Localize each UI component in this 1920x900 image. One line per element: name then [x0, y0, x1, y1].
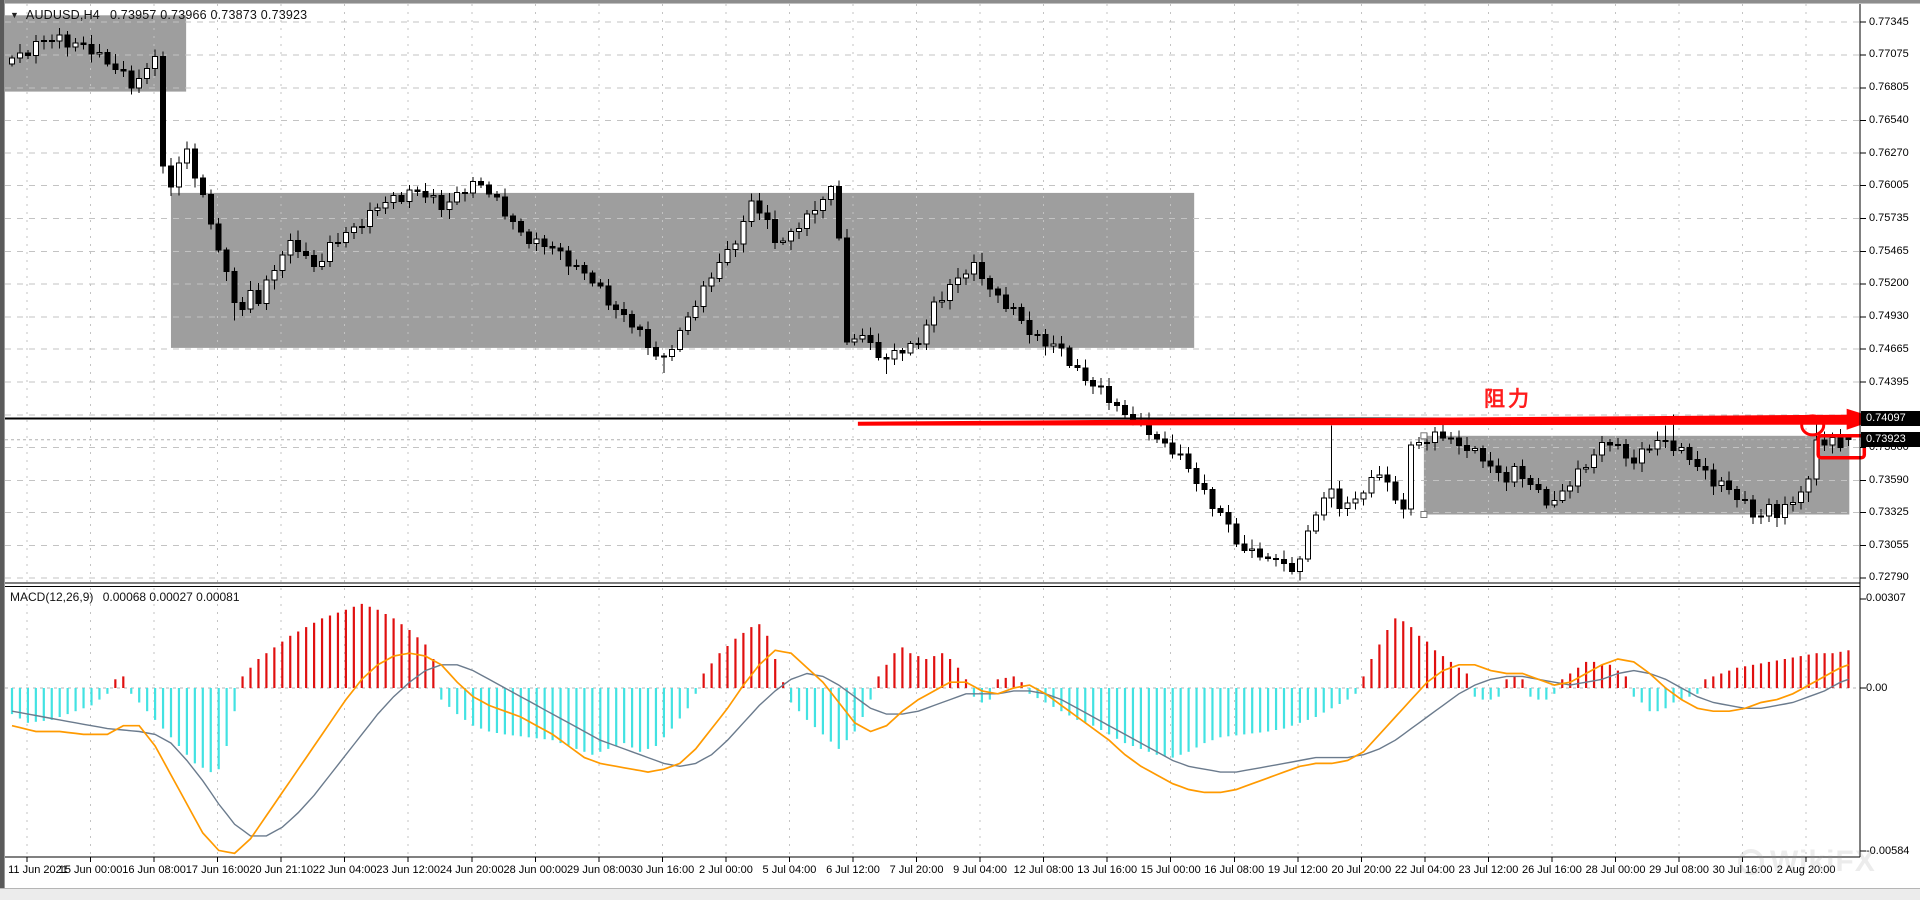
time-tick-label: 22 Jul 04:00 — [1394, 864, 1455, 876]
price-tick-label: 0.76540 — [1869, 113, 1909, 126]
ohlc-values: 0.73957 0.73966 0.73873 0.73923 — [109, 8, 308, 22]
macd-tick-label: -0.00584 — [1866, 845, 1910, 857]
macd-main-line — [11, 664, 1849, 837]
time-tick-label: 29 Jun 08:00 — [567, 864, 631, 876]
price-tick-label: 0.75465 — [1869, 244, 1909, 257]
price-tick-label: 0.72790 — [1869, 571, 1909, 584]
price-tick-label: 0.73055 — [1869, 539, 1909, 552]
price-tick-label: 0.73325 — [1869, 506, 1909, 519]
time-tick-label: 16 Jun 08:00 — [122, 864, 186, 876]
macd-indicator-label: MACD(12,26,9) 0.00068 0.00027 0.00081 — [10, 590, 240, 604]
time-tick-label: 15 Jun 00:00 — [58, 864, 123, 876]
time-tick-label: 6 Jul 12:00 — [826, 864, 880, 876]
circle-annotation[interactable] — [1800, 414, 1826, 437]
watermark-text: WikiFX — [1770, 845, 1876, 878]
symbol-label: AUDUSD,H4 — [25, 8, 100, 22]
time-tick-label: 23 Jul 12:00 — [1458, 864, 1519, 876]
macd-name: MACD(12,26,9) — [10, 590, 94, 604]
highlight-box-2[interactable] — [170, 192, 1195, 348]
time-tick-label: 17 Jun 16:00 — [185, 864, 250, 876]
candlestick-series — [9, 27, 1852, 581]
time-tick-label: 12 Jul 08:00 — [1013, 864, 1074, 876]
macd-tick-label: 0.00307 — [1866, 592, 1906, 605]
time-tick-label: 29 Jul 08:00 — [1649, 864, 1709, 876]
time-tick-label: 15 Jul 00:00 — [1140, 864, 1201, 876]
time-tick-label: 2 Aug 20:00 — [1776, 864, 1836, 876]
time-tick-label: 28 Jun 00:00 — [503, 864, 568, 876]
window-bottom-strip — [0, 888, 1920, 900]
selection-handle[interactable] — [1420, 432, 1428, 440]
window-top-border — [0, 0, 1920, 4]
symbol-dropdown-icon[interactable]: ▼ — [10, 10, 19, 20]
time-tick-label: 24 Jun 20:00 — [439, 864, 504, 876]
watermark-logo-icon — [1738, 849, 1764, 875]
time-tick-label: 26 Jul 16:00 — [1521, 864, 1582, 876]
macd-histogram — [10, 603, 1850, 773]
time-tick-label: 5 Jul 04:00 — [762, 864, 817, 876]
window-left-border — [0, 0, 5, 888]
time-tick-label: 19 Jul 12:00 — [1267, 864, 1328, 876]
price-tick-label: 0.76270 — [1869, 146, 1909, 159]
macd-values: 0.00068 0.00027 0.00081 — [102, 590, 240, 604]
resistance-arrow-annotation[interactable] — [857, 408, 1879, 430]
price-tick-label: 0.76005 — [1869, 179, 1909, 192]
price-tick-label: 0.74665 — [1869, 342, 1909, 355]
price-tick-label: 0.77345 — [1869, 15, 1909, 28]
time-tick-label: 2 Jul 00:00 — [699, 864, 753, 876]
time-tick-label: 23 Jun 12:00 — [376, 864, 441, 876]
time-tick-label: 11 Jun 2021 — [8, 864, 68, 876]
price-tick-label: 0.74930 — [1869, 310, 1909, 323]
resistance-text-annotation[interactable]: 阻力 — [1484, 388, 1532, 411]
time-tick-label: 28 Jul 00:00 — [1585, 864, 1646, 876]
time-tick-label: 7 Jul 20:00 — [889, 864, 944, 876]
time-tick-label: 22 Jun 04:00 — [312, 864, 377, 876]
price-tick-label: 0.75735 — [1869, 212, 1909, 225]
pane-borders — [5, 4, 1866, 862]
time-tick-label: 9 Jul 04:00 — [953, 864, 1008, 876]
time-tick-label: 20 Jun 21:10 — [249, 864, 313, 876]
time-tick-label: 20 Jul 20:00 — [1331, 864, 1392, 876]
highlight-box-3[interactable] — [1423, 435, 1850, 515]
bid-price-tag: 0.73923 — [1861, 432, 1920, 448]
time-tick-label: 13 Jul 16:00 — [1077, 864, 1138, 876]
price-tick-label: 0.74395 — [1869, 375, 1909, 388]
resistance-price-tag: 0.74097 — [1861, 410, 1920, 426]
price-tick-label: 0.77075 — [1869, 48, 1909, 61]
macd-tick-label: 0.00 — [1866, 681, 1888, 694]
grid — [5, 4, 1860, 856]
time-tick-label: 30 Jun 16:00 — [630, 864, 695, 876]
chart-title-bar: ▼ AUDUSD,H4 0.73957 0.73966 0.73873 0.739… — [10, 7, 307, 23]
chart-title: AUDUSD,H4 0.73957 0.73966 0.73873 0.73923 — [26, 8, 307, 22]
watermark: WikiFX — [1738, 845, 1876, 879]
price-tick-label: 0.75200 — [1869, 277, 1909, 290]
selection-handle[interactable] — [1420, 511, 1428, 518]
price-tick-label: 0.73590 — [1869, 473, 1909, 486]
macd-signal-line — [11, 649, 1849, 855]
time-tick-label: 16 Jul 08:00 — [1204, 864, 1265, 876]
price-tick-label: 0.76805 — [1869, 81, 1909, 94]
